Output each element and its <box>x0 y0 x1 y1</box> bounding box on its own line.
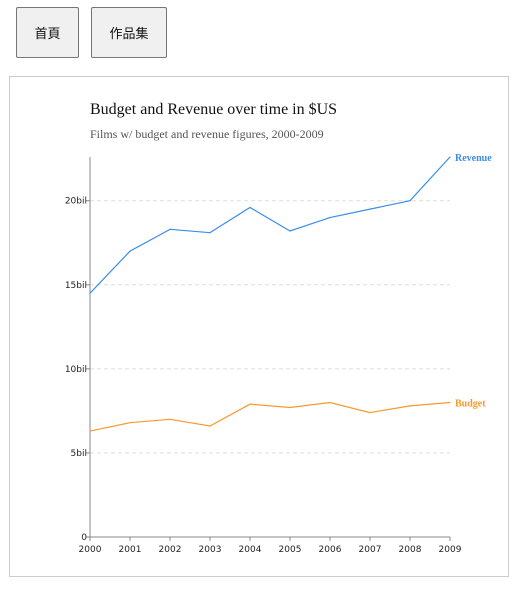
y-tick-label: 15bil <box>65 281 87 291</box>
budget-point <box>449 401 451 404</box>
revenue-point <box>369 208 371 210</box>
x-tick-label: 2002 <box>159 545 182 555</box>
revenue-point <box>209 232 211 234</box>
revenue-point <box>449 156 451 158</box>
y-tick-label: 10bil <box>65 365 87 375</box>
chart-container: 0 5bil 10bil 15bil 20bil 2000 2001 2002 2003 2004… <box>9 76 509 577</box>
x-tick-label: 2004 <box>239 545 262 555</box>
budget-series-label: Budget <box>455 398 486 409</box>
budget-point <box>169 418 171 420</box>
x-tick-label: 2006 <box>319 545 342 555</box>
y-tick-label: 20bil <box>65 197 87 207</box>
budget-point <box>329 401 331 404</box>
x-tick-label: 2009 <box>439 545 462 555</box>
home-button[interactable]: 首頁 <box>16 7 79 58</box>
budget-line <box>89 401 451 432</box>
revenue-point <box>249 206 251 209</box>
revenue-point <box>89 292 91 294</box>
x-tick-label: 2000 <box>79 545 102 555</box>
y-tick-label: 5bil <box>71 449 87 459</box>
budget-point <box>289 406 291 409</box>
budget-point <box>129 422 131 424</box>
budget-point <box>209 425 211 427</box>
x-tick-label: 2001 <box>119 545 142 555</box>
portfolio-button[interactable]: 作品集 <box>91 7 167 58</box>
revenue-point <box>409 200 411 202</box>
chart-subtitle: Films w/ budget and revenue figures, 200… <box>90 127 324 141</box>
revenue-point <box>169 228 171 230</box>
budget-point <box>249 403 251 405</box>
x-tick-label: 2003 <box>199 545 222 555</box>
revenue-point <box>289 230 291 232</box>
budget-point <box>409 405 411 407</box>
line-chart: 0 5bil 10bil 15bil 20bil 2000 2001 2002 2003 2004… <box>65 153 492 555</box>
x-tick-label: 2007 <box>359 545 382 555</box>
budget-point <box>369 411 371 414</box>
budget-point <box>89 430 91 432</box>
y-tick-label: 0 <box>81 533 87 543</box>
revenue-point <box>129 250 131 252</box>
revenue-line <box>89 156 451 294</box>
revenue-point <box>329 216 331 219</box>
x-tick-label: 2005 <box>279 545 302 555</box>
x-tick-label: 2008 <box>399 545 422 555</box>
chart-title: Budget and Revenue over time in $US <box>90 101 338 118</box>
revenue-series-label: Revenue <box>455 153 492 164</box>
